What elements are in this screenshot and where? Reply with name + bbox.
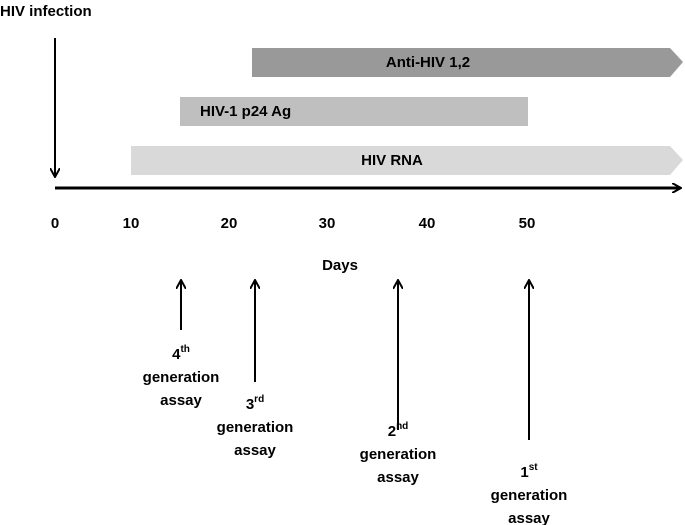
assay-ordinal: 2 (388, 423, 396, 440)
bar-rna (131, 146, 683, 175)
assay-number: 3rd (246, 394, 264, 413)
assay-ordinal: 1 (520, 464, 528, 481)
assay-suffix: nd (396, 421, 408, 432)
assay-number: 2nd (388, 421, 409, 440)
axis-label: Days (322, 257, 358, 274)
tick-label: 50 (519, 215, 536, 232)
bar-label: HIV-1 p24 Ag (200, 103, 291, 120)
bar-anti-hiv (252, 48, 683, 77)
assay-number: 4th (172, 344, 190, 363)
assays: 4th generation assay 3rd generation assay 2nd g… (143, 281, 568, 525)
assay-ordinal: 4 (172, 346, 181, 363)
assay-line: generation (143, 369, 220, 386)
bar-label: Anti-HIV 1,2 (386, 54, 470, 71)
title: HIV infection (0, 3, 92, 20)
assay-ordinal: 3 (246, 396, 254, 413)
assay-line: generation (491, 487, 568, 504)
bar-label: HIV RNA (361, 152, 423, 169)
assay-suffix: st (529, 462, 539, 473)
assay-line: assay (508, 510, 550, 525)
assay-line: generation (217, 419, 294, 436)
assay-suffix: rd (254, 394, 264, 405)
assay-number: 1st (520, 462, 538, 481)
tick-label: 10 (123, 215, 140, 232)
tick-label: 0 (51, 215, 59, 232)
assay-line: assay (160, 392, 202, 409)
assay-line: assay (377, 469, 419, 486)
assay-line: generation (360, 446, 437, 463)
assay-line: assay (234, 442, 276, 459)
assay-suffix: th (180, 344, 189, 355)
tick-label: 20 (221, 215, 238, 232)
tick-label: 30 (319, 215, 336, 232)
tick-label: 40 (419, 215, 436, 232)
bar-p24 (180, 97, 528, 126)
tick-labels: 0 10 20 30 40 50 (51, 215, 536, 232)
